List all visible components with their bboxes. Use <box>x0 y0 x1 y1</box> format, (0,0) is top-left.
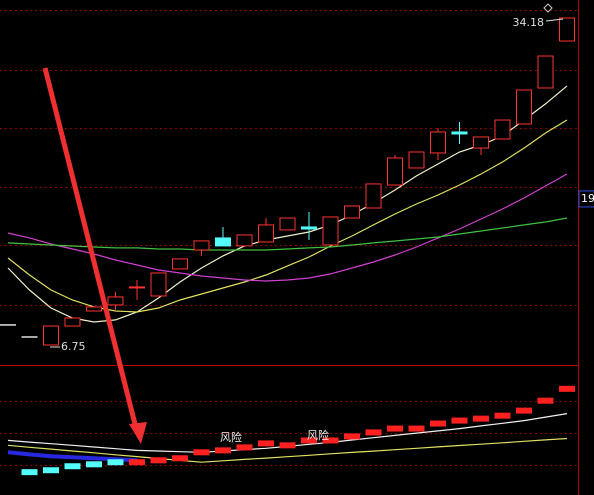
high-pointer <box>545 18 564 22</box>
indicator-block <box>215 447 231 454</box>
y-tick-label: 19 <box>581 192 594 205</box>
icon <box>543 3 553 13</box>
candle-body <box>322 216 339 246</box>
candle-body <box>494 119 511 140</box>
indicator-block <box>64 463 81 470</box>
indicator-block <box>451 417 468 424</box>
arrow-shaft <box>42 67 139 429</box>
indicator-block <box>21 469 38 476</box>
annotation: 风险 <box>220 430 242 444</box>
candle-body <box>86 306 102 312</box>
indicator-block <box>516 407 532 414</box>
indicator-block <box>129 459 145 466</box>
indicator-block <box>150 457 167 464</box>
candle-body <box>107 296 124 306</box>
annotation: 风险 <box>307 428 329 442</box>
indicator-block <box>258 440 274 447</box>
candle-body <box>473 136 489 149</box>
candle-body <box>150 272 167 297</box>
candle-body <box>258 224 274 243</box>
indicator-block <box>559 385 575 392</box>
candle-body <box>559 17 575 42</box>
indicator-block <box>408 425 425 432</box>
candle-body <box>451 131 468 135</box>
candle-body <box>408 151 425 169</box>
high-label: 34.18 <box>513 16 545 29</box>
candle-body <box>236 234 253 247</box>
candle-body <box>193 240 210 251</box>
indicator-block <box>537 397 554 404</box>
candle-body <box>279 217 296 231</box>
indicator-block <box>365 429 382 436</box>
candle-body <box>516 89 532 125</box>
indicator-block <box>43 467 59 474</box>
candle-body <box>344 205 360 219</box>
indicator-block <box>107 459 124 466</box>
indicator-block <box>86 461 102 468</box>
candle-body <box>172 258 188 270</box>
indicator-block <box>387 425 403 432</box>
ma-line <box>7 173 568 282</box>
y-tick-box <box>578 190 594 208</box>
candle-body <box>215 237 231 247</box>
indicator-block <box>430 420 446 427</box>
candle-body <box>430 131 446 154</box>
indicator-block <box>344 433 360 440</box>
indicator-block <box>193 449 210 456</box>
indicator-block <box>279 442 296 449</box>
candle-body <box>301 226 317 230</box>
ma-line <box>7 437 568 463</box>
indicator-block <box>322 437 339 444</box>
candle-body <box>43 325 59 346</box>
candle-body <box>129 286 145 289</box>
indicator-block <box>473 415 489 422</box>
indicator-block <box>301 437 317 444</box>
candle-body <box>387 157 403 186</box>
candle-body <box>64 317 81 327</box>
indicator-block <box>236 444 253 451</box>
ma-line <box>7 217 568 251</box>
indicator-block <box>494 412 511 419</box>
arrow-head <box>129 422 147 444</box>
indicator-block <box>172 455 188 462</box>
candle-body <box>537 55 554 89</box>
low-label: 6.75 <box>61 340 86 353</box>
plot: 19 34.18 6.75 风险 风险 <box>0 10 594 476</box>
candle-body <box>365 183 382 209</box>
